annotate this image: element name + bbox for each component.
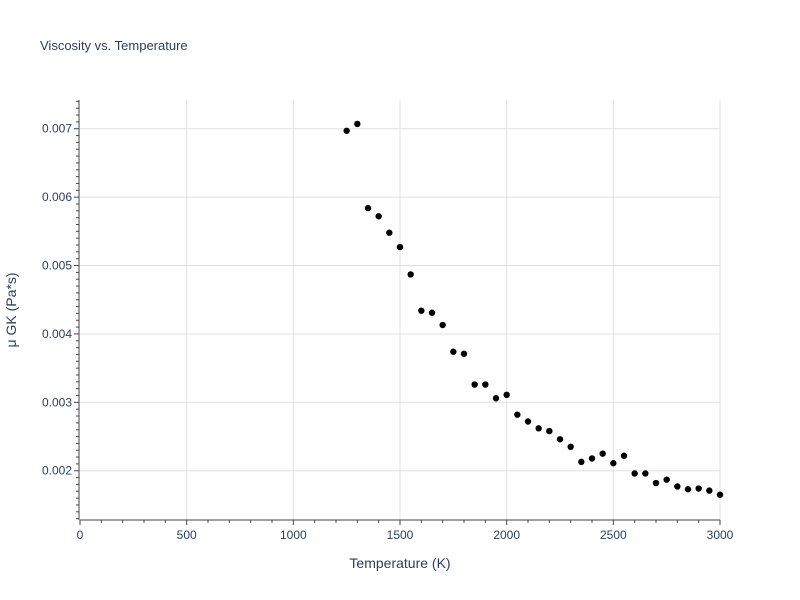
data-point: [588, 455, 596, 462]
x-axis-label: Temperature (K): [349, 555, 450, 571]
data-point: [695, 485, 702, 492]
y-axis-label: μ GK (Pa*s): [3, 273, 19, 348]
data-point: [631, 470, 638, 477]
data-point: [578, 458, 585, 466]
y-tick-label: 0.006: [42, 190, 72, 204]
x-tick-label: 500: [177, 528, 197, 542]
data-point: [663, 476, 670, 483]
data-point: [375, 213, 382, 220]
data-point: [620, 452, 628, 459]
chart-title: Viscosity vs. Temperature: [40, 38, 188, 53]
data-point: [460, 350, 468, 357]
y-ticks: 0.002 0.003 0.004 0.005 0.006 0.007: [42, 100, 79, 520]
x-tick-label: 1500: [387, 528, 414, 542]
data-point: [428, 309, 436, 316]
y-tick-label: 0.004: [42, 327, 72, 341]
data-points: [343, 120, 724, 498]
x-tick-label: 2500: [600, 528, 627, 542]
data-point: [610, 460, 617, 467]
data-point: [407, 271, 414, 278]
data-point: [674, 483, 681, 490]
data-point: [652, 479, 660, 487]
data-point: [439, 321, 446, 329]
data-point: [418, 307, 425, 314]
data-point: [482, 381, 489, 388]
data-point: [343, 127, 350, 134]
data-point: [716, 491, 724, 498]
data-point: [503, 391, 510, 399]
data-point: [535, 425, 542, 432]
y-tick-label: 0.005: [42, 259, 72, 273]
data-point: [567, 443, 574, 451]
data-point: [706, 487, 713, 494]
data-point: [546, 427, 553, 435]
x-tick-label: 1000: [280, 528, 307, 542]
data-point: [684, 486, 692, 493]
data-point: [354, 120, 361, 128]
data-point: [514, 411, 521, 418]
x-tick-label: 3000: [707, 528, 734, 542]
data-point: [471, 381, 478, 388]
data-point: [396, 243, 404, 251]
x-tick-label: 2000: [493, 528, 520, 542]
data-point: [642, 470, 649, 477]
data-point: [524, 418, 532, 425]
y-tick-label: 0.003: [42, 395, 72, 409]
grid: [80, 100, 721, 520]
x-ticks: 0 500 1000 1500 2000 2500 3000: [77, 520, 734, 542]
data-point: [386, 229, 393, 236]
data-point: [364, 204, 372, 212]
y-tick-label: 0.007: [42, 122, 72, 136]
data-point: [450, 348, 457, 355]
y-tick-label: 0.002: [42, 464, 72, 478]
data-point: [492, 395, 500, 402]
data-point: [556, 436, 564, 443]
x-tick-label: 0: [77, 528, 84, 542]
data-point: [599, 450, 606, 457]
